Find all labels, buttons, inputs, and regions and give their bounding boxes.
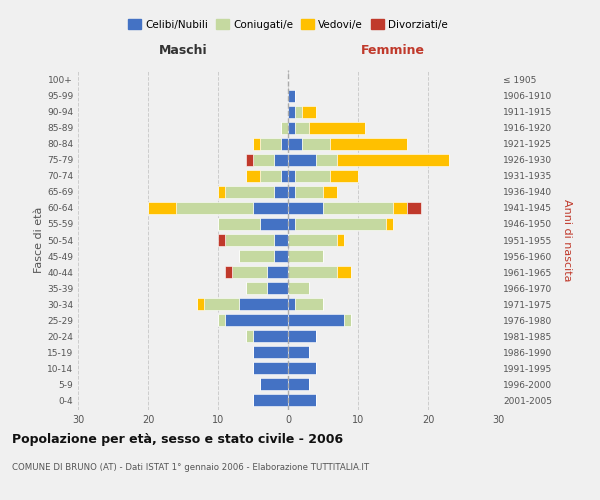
Bar	[281, 170, 288, 182]
Bar	[197, 298, 204, 310]
Bar	[253, 346, 288, 358]
Bar	[260, 170, 281, 182]
Bar	[288, 298, 295, 310]
Y-axis label: Anni di nascita: Anni di nascita	[562, 198, 572, 281]
Text: Popolazione per età, sesso e stato civile - 2006: Popolazione per età, sesso e stato civil…	[12, 432, 343, 446]
Bar	[232, 266, 267, 278]
Bar	[337, 234, 344, 246]
Bar	[253, 138, 260, 150]
Bar	[288, 314, 344, 326]
Y-axis label: Fasce di età: Fasce di età	[34, 207, 44, 273]
Bar	[253, 202, 288, 214]
Text: Femmine: Femmine	[361, 44, 425, 57]
Bar	[274, 250, 288, 262]
Bar	[225, 186, 274, 198]
Bar	[288, 250, 323, 262]
Bar	[288, 282, 309, 294]
Bar	[260, 138, 281, 150]
Bar	[288, 346, 309, 358]
Bar	[274, 154, 288, 166]
Bar	[309, 122, 365, 134]
Bar	[288, 170, 295, 182]
Bar	[288, 122, 295, 134]
Bar	[316, 154, 337, 166]
Text: Maschi: Maschi	[158, 44, 208, 57]
Text: COMUNE DI BRUNO (AT) - Dati ISTAT 1° gennaio 2006 - Elaborazione TUTTITALIA.IT: COMUNE DI BRUNO (AT) - Dati ISTAT 1° gen…	[12, 462, 369, 471]
Bar	[288, 90, 295, 102]
Bar	[337, 266, 351, 278]
Bar	[267, 266, 288, 278]
Bar	[344, 314, 351, 326]
Bar	[239, 298, 288, 310]
Bar	[302, 138, 330, 150]
Bar	[288, 266, 337, 278]
Bar	[176, 202, 253, 214]
Bar	[288, 106, 295, 118]
Bar	[246, 154, 253, 166]
Bar	[218, 314, 225, 326]
Bar	[274, 186, 288, 198]
Bar	[323, 202, 393, 214]
Bar	[260, 218, 288, 230]
Bar	[288, 186, 295, 198]
Bar	[295, 186, 323, 198]
Bar	[281, 122, 288, 134]
Bar	[295, 122, 309, 134]
Bar	[386, 218, 393, 230]
Bar	[246, 282, 267, 294]
Bar	[253, 330, 288, 342]
Bar	[225, 314, 288, 326]
Bar	[281, 138, 288, 150]
Legend: Celibi/Nubili, Coniugati/e, Vedovi/e, Divorziati/e: Celibi/Nubili, Coniugati/e, Vedovi/e, Di…	[124, 15, 452, 34]
Bar	[288, 362, 316, 374]
Bar	[253, 154, 274, 166]
Bar	[288, 202, 323, 214]
Bar	[260, 378, 288, 390]
Bar	[288, 154, 316, 166]
Bar	[295, 170, 330, 182]
Bar	[253, 362, 288, 374]
Bar	[407, 202, 421, 214]
Bar	[295, 218, 386, 230]
Bar	[288, 394, 316, 406]
Bar	[288, 234, 337, 246]
Bar	[288, 218, 295, 230]
Bar	[288, 378, 309, 390]
Bar	[204, 298, 239, 310]
Bar	[274, 234, 288, 246]
Bar	[218, 234, 225, 246]
Bar	[267, 282, 288, 294]
Bar	[246, 170, 260, 182]
Bar	[218, 186, 225, 198]
Bar	[302, 106, 316, 118]
Bar	[225, 234, 274, 246]
Bar	[337, 154, 449, 166]
Bar	[239, 250, 274, 262]
Bar	[323, 186, 337, 198]
Bar	[393, 202, 407, 214]
Bar	[218, 218, 260, 230]
Bar	[288, 330, 316, 342]
Bar	[330, 138, 407, 150]
Bar	[330, 170, 358, 182]
Bar	[288, 138, 302, 150]
Bar	[148, 202, 176, 214]
Bar	[253, 394, 288, 406]
Bar	[295, 298, 323, 310]
Bar	[246, 330, 253, 342]
Bar	[225, 266, 232, 278]
Bar	[295, 106, 302, 118]
